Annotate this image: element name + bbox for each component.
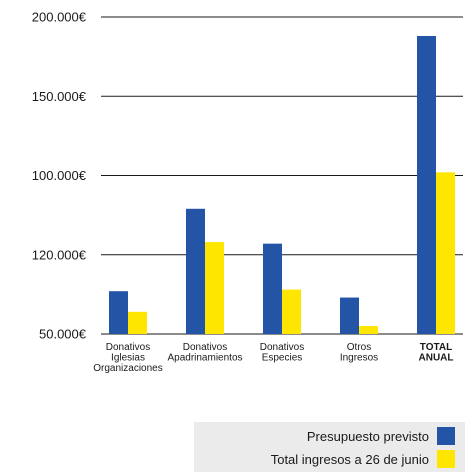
x-category-label: Apadrinamientos [167, 353, 242, 364]
legend-item-ingresos: Total ingresos a 26 de junio [271, 449, 455, 469]
x-category-label: Ingresos [340, 353, 378, 364]
bar-ingresos [128, 311, 147, 334]
bar-presupuesto [186, 208, 205, 334]
bar-presupuesto [263, 243, 282, 334]
legend-swatch-presupuesto [437, 427, 455, 445]
legend-swatch-ingresos [437, 450, 455, 468]
x-category-label: ANUAL [419, 353, 454, 364]
x-category-label: Donativos [106, 342, 150, 353]
bar-ingresos [359, 326, 378, 334]
legend-label-ingresos: Total ingresos a 26 de junio [270, 451, 429, 467]
legend: Presupuesto previsto Total ingresos a 26… [194, 422, 465, 472]
legend-label-presupuesto: Presupuesto previsto [306, 428, 429, 444]
x-category-label: Iglesias [111, 353, 145, 364]
x-category-label: Especies [262, 353, 303, 364]
x-category-label: Organizaciones [93, 363, 162, 374]
y-tick-label: 150.000€ [32, 89, 87, 104]
bar-presupuesto [417, 36, 436, 335]
x-category-label: Donativos [183, 342, 227, 353]
y-tick-label: 100.000€ [32, 168, 87, 183]
y-tick-label: 200.000€ [32, 10, 87, 25]
y-tick-label: 50.000€ [39, 327, 87, 342]
y-axis: 50.000€ 120.000€ 100.000€ 150.000€ 200.000€ [32, 10, 463, 342]
y-tick-label: 120.000€ [32, 247, 87, 262]
bar-presupuesto [109, 291, 128, 334]
bar-ingresos [282, 289, 301, 334]
bar-ingresos [436, 172, 455, 334]
x-category-label: TOTAL [420, 342, 452, 353]
bar-chart: 50.000€120.000€100.000€150.000€200.000€ … [32, 10, 463, 374]
x-category-label: Donativos [260, 342, 304, 353]
bar-presupuesto [340, 297, 359, 334]
legend-item-presupuesto: Presupuesto previsto [307, 426, 455, 446]
x-axis-labels: DonativosIglesiasOrganizacionesDonativos… [93, 342, 453, 374]
bar-ingresos [205, 242, 224, 334]
x-category-label: Otros [347, 342, 371, 353]
bars [109, 36, 455, 335]
